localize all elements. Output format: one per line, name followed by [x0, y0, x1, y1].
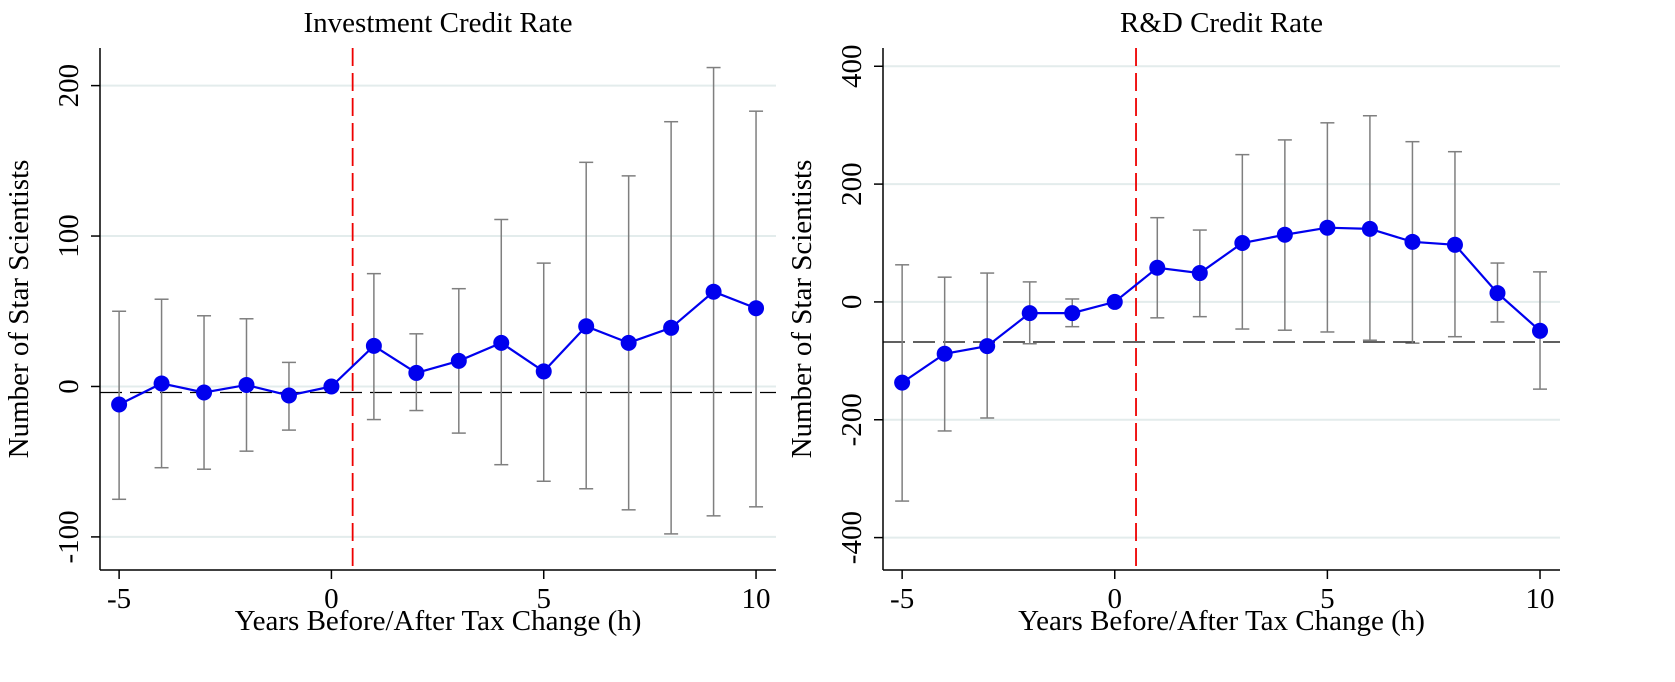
x-tick-label: -5: [890, 583, 914, 615]
point: [1446, 236, 1463, 253]
point: [1021, 305, 1038, 322]
point: [450, 352, 467, 369]
y-tick-label: 400: [836, 45, 868, 89]
y-tick-label: 200: [53, 64, 85, 108]
point: [1276, 226, 1293, 243]
x-tick-label: 10: [1526, 583, 1555, 615]
x-tick-label: 5: [1320, 583, 1335, 615]
point: [535, 363, 552, 380]
x-tick-label: 10: [742, 583, 771, 615]
point: [979, 338, 996, 355]
point: [578, 318, 595, 335]
y-tick-label: -100: [53, 510, 85, 563]
y-tick-label: 0: [53, 379, 85, 394]
point: [1149, 259, 1166, 276]
point: [1319, 219, 1336, 236]
point: [1234, 235, 1251, 252]
y-tick-label: -400: [836, 511, 868, 564]
y-tick-label: 200: [836, 162, 868, 206]
point: [493, 334, 510, 351]
y-tick-label: 0: [836, 295, 868, 310]
point: [748, 300, 765, 317]
point: [1191, 265, 1208, 282]
x-tick-label: -5: [107, 583, 131, 615]
point: [365, 337, 382, 354]
point: [894, 374, 911, 391]
point: [111, 396, 128, 413]
chart-title: Investment Credit Rate: [304, 7, 573, 39]
point: [280, 387, 297, 404]
point: [1532, 322, 1549, 339]
point: [1106, 293, 1123, 310]
y-tick-label: 100: [53, 214, 85, 258]
point: [705, 283, 722, 300]
line: [901, 226, 1541, 384]
x-tick-label: 0: [1108, 583, 1123, 615]
line: [118, 290, 757, 406]
x-axis-label: Years Before/After Tax Change (h): [1018, 605, 1425, 637]
x-tick-label: 5: [536, 583, 551, 615]
point: [323, 378, 340, 395]
y-axis-label: Number of Star Scientists: [786, 160, 818, 459]
point: [663, 319, 680, 336]
point: [1361, 220, 1378, 237]
point: [196, 384, 213, 401]
point: [153, 375, 170, 392]
point: [936, 345, 953, 362]
point: [408, 364, 425, 381]
x-tick-label: 0: [324, 583, 339, 615]
point: [238, 376, 255, 393]
chart-title: R&D Credit Rate: [1120, 7, 1323, 39]
x-axis-label: Years Before/After Tax Change (h): [235, 605, 642, 637]
point: [1404, 233, 1421, 250]
point: [620, 334, 637, 351]
point: [1064, 305, 1081, 322]
point: [1489, 285, 1506, 302]
y-tick-label: -200: [836, 393, 868, 446]
y-axis-label: Number of Star Scientists: [3, 160, 35, 459]
